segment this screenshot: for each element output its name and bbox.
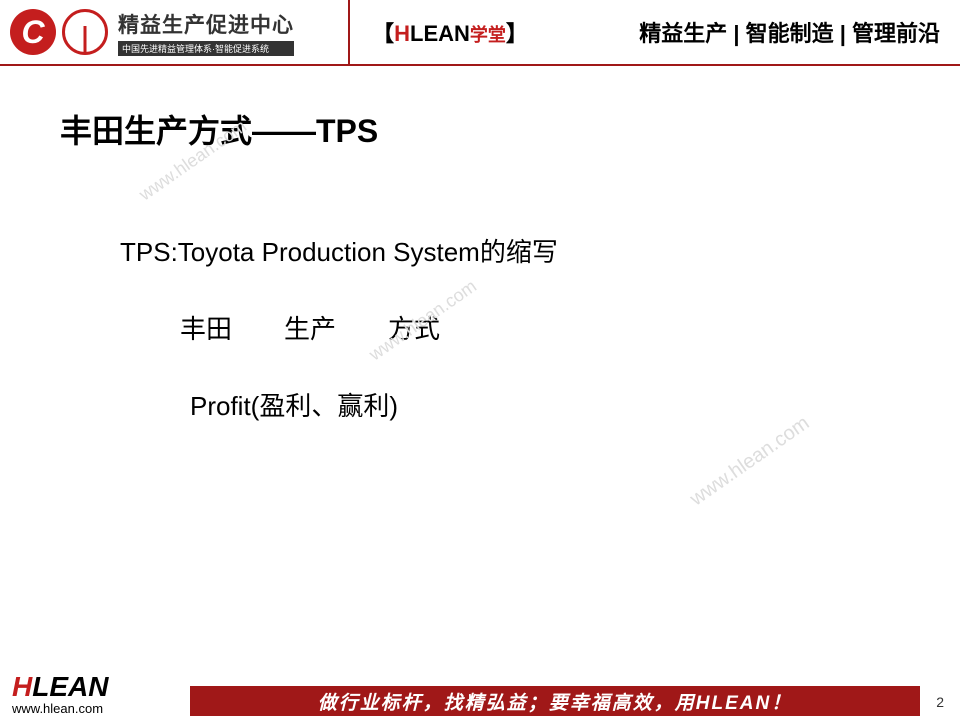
slide-content: 丰田生产方式——TPS TPS:Toyota Production System… [0, 66, 960, 463]
slide-line-3: Profit(盈利、赢利) [60, 386, 900, 423]
logo-circle-icon [62, 9, 108, 55]
logo-area: C 精益生产促进中心 中国先进精益管理体系·智能促进系统 [0, 0, 350, 64]
footer-url: www.hlean.com [12, 701, 108, 716]
slide-title: 丰田生产方式——TPS [60, 106, 900, 152]
footer-logo: HLEAN www.hlean.com [0, 671, 108, 720]
logo-text: 精益生产促进中心 中国先进精益管理体系·智能促进系统 [118, 9, 294, 56]
logo-subtitle: 中国先进精益管理体系·智能促进系统 [118, 41, 294, 56]
page-number: 2 [936, 694, 944, 710]
header: C 精益生产促进中心 中国先进精益管理体系·智能促进系统 【HLEAN学堂】 精… [0, 0, 960, 66]
header-center-brand: 【HLEAN学堂】 [350, 16, 550, 48]
slide-line-2: 丰田 生产 方式 [60, 309, 900, 346]
header-tagline: 精益生产 | 智能制造 | 管理前沿 [550, 16, 960, 48]
footer-logo-text: HLEAN [12, 671, 108, 703]
slide-line-1: TPS:Toyota Production System的缩写 [60, 232, 900, 269]
footer-banner: 做行业标杆，找精弘益；要幸福高效，用HLEAN！ [190, 686, 920, 716]
footer: HLEAN www.hlean.com 做行业标杆，找精弘益；要幸福高效，用HL… [0, 664, 960, 720]
logo-title: 精益生产促进中心 [118, 9, 294, 39]
logo-c-icon: C [10, 9, 56, 55]
